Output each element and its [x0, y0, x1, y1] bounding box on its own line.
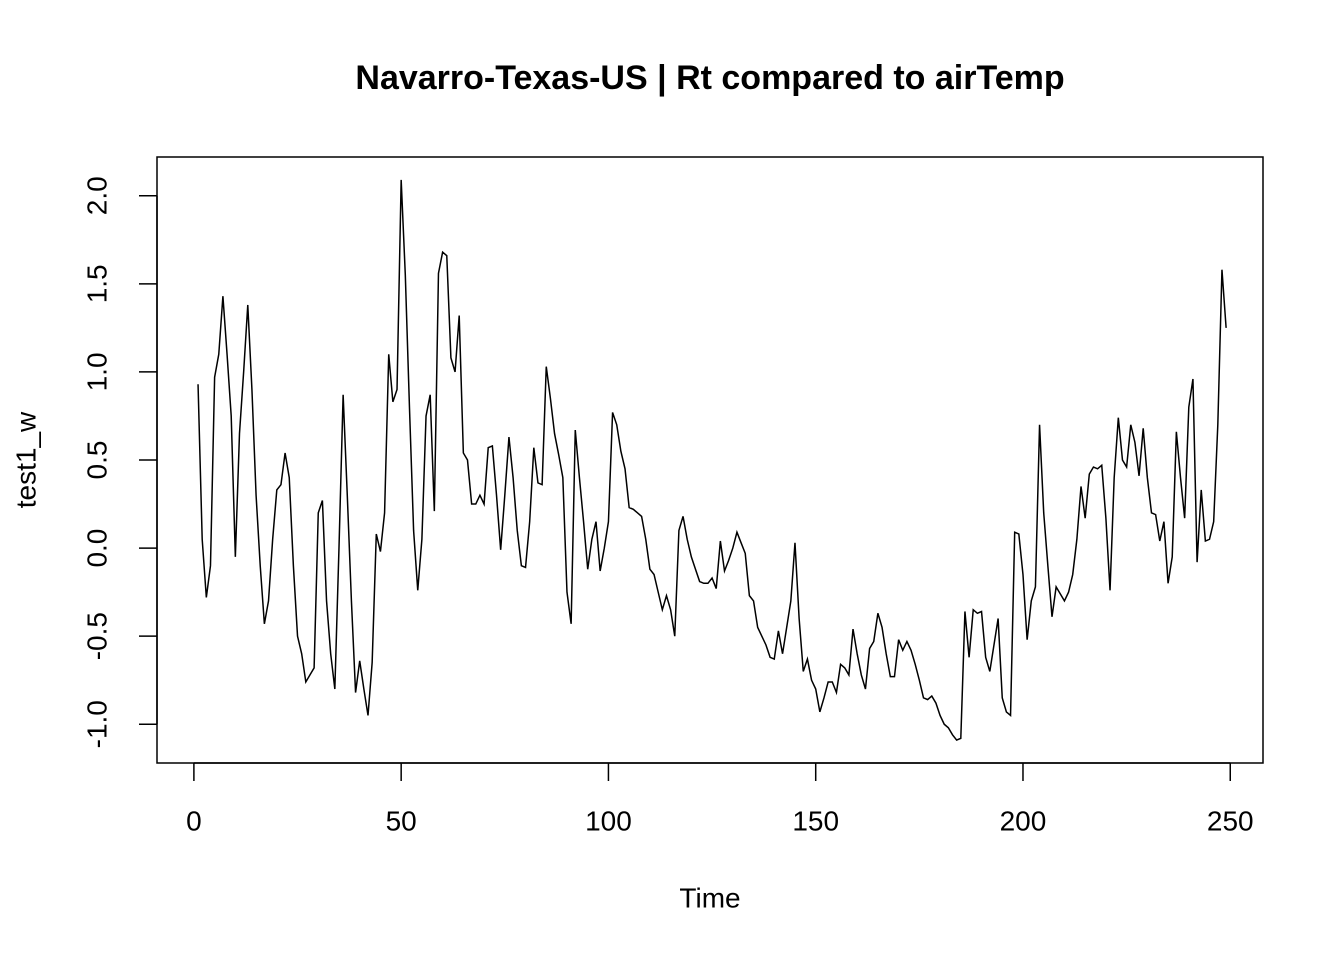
x-tick-label: 150	[792, 805, 839, 836]
data-line	[197, 179, 1227, 742]
x-tick-label: 250	[1207, 805, 1254, 836]
x-tick-label: 200	[1000, 805, 1047, 836]
y-tick-label: 1.5	[81, 264, 112, 303]
x-tick-label: 0	[186, 805, 202, 836]
plot-box	[156, 156, 1264, 764]
y-tick-label: -0.5	[81, 612, 112, 660]
y-tick-label: 1.0	[81, 352, 112, 391]
y-tick-label: 0.5	[81, 441, 112, 480]
x-axis-label: Time	[679, 882, 740, 913]
y-tick-label: 0.0	[81, 529, 112, 568]
x-tick-label: 100	[585, 805, 632, 836]
y-tick-label: 2.0	[81, 176, 112, 215]
y-tick-label: -1.0	[81, 700, 112, 748]
y-axis-label: test1_w	[10, 411, 41, 508]
chart-title: Navarro-Texas-US | Rt compared to airTem…	[355, 59, 1064, 97]
x-tick-label: 50	[386, 805, 417, 836]
